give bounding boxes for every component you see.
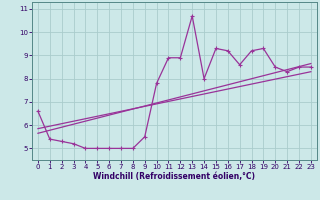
X-axis label: Windchill (Refroidissement éolien,°C): Windchill (Refroidissement éolien,°C) bbox=[93, 172, 255, 181]
